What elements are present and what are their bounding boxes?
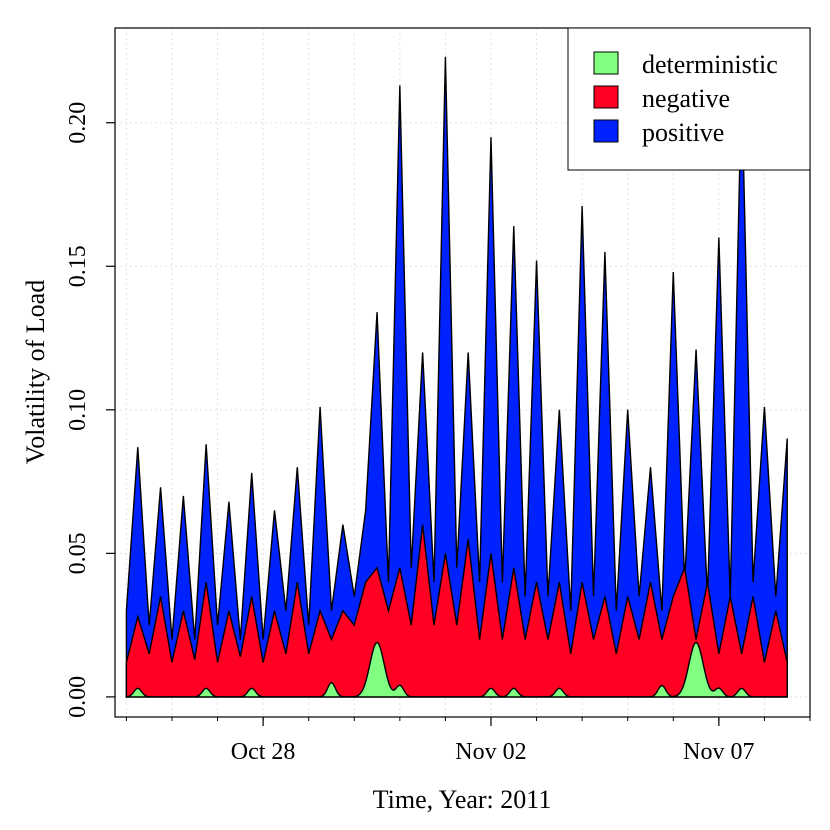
legend-label-negative: negative	[642, 84, 730, 113]
legend-label-positive: positive	[642, 118, 724, 147]
plot-frame	[114, 27, 811, 718]
series-deterministic-area	[125, 641, 788, 698]
x-tick-label: Nov 02	[455, 739, 526, 765]
y-tick-label: 0.20	[65, 102, 91, 144]
y-axis: 0.00 0.05 0.10 0.15 0.20	[65, 102, 115, 718]
legend-swatch-positive	[593, 119, 619, 143]
y-axis-label: Volatility of Load	[21, 280, 50, 464]
x-tick-label: Nov 07	[683, 739, 754, 765]
y-tick-label: 0.05	[65, 532, 91, 574]
area-layer	[125, 56, 788, 698]
legend-swatch-deterministic	[593, 51, 619, 75]
legend-label-deterministic: deterministic	[642, 50, 778, 79]
y-tick-label: 0.15	[65, 245, 91, 287]
y-tick-label: 0.10	[65, 389, 91, 431]
x-axis-label: Time, Year: 2011	[373, 785, 552, 814]
x-tick-label: Oct 28	[231, 739, 296, 765]
legend-swatch-negative	[593, 85, 619, 109]
x-axis: Oct 28 Nov 02 Nov 07	[125, 717, 811, 765]
y-tick-label: 0.00	[65, 676, 91, 718]
legend: deterministic negative positive	[567, 27, 811, 171]
